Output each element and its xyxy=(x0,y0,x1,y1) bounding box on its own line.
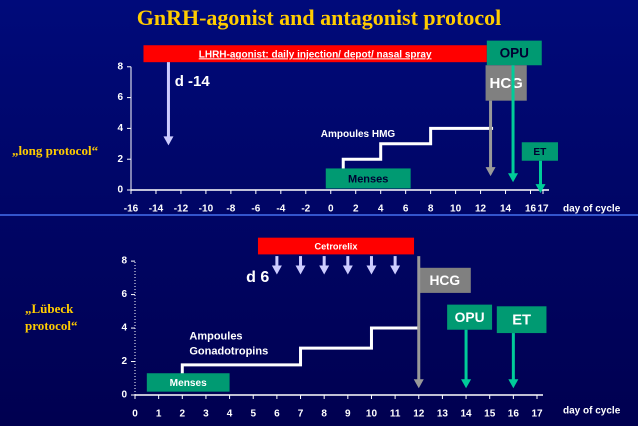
x-tick-label: 6 xyxy=(403,204,409,215)
dose-line xyxy=(341,126,494,170)
x-tick-label: 0 xyxy=(132,409,138,420)
x-tick-label: 5 xyxy=(250,409,256,420)
annotation: Ampoules xyxy=(189,330,242,342)
box xyxy=(485,65,527,101)
arrow-head xyxy=(508,173,519,183)
x-tick-label: 16 xyxy=(525,204,537,215)
x-tick-label: 6 xyxy=(274,409,280,420)
x-tick-label: 10 xyxy=(366,409,378,420)
box-label: ET xyxy=(512,313,531,329)
x-tick-label: 1 xyxy=(156,409,162,420)
arrow-head xyxy=(366,265,377,275)
y-tick-label: 4 xyxy=(121,323,127,334)
annotation: Gonadotropins xyxy=(189,345,268,357)
y-tick-label: 4 xyxy=(117,123,123,134)
arrow-head xyxy=(271,265,282,275)
box xyxy=(486,40,542,66)
arrow-head xyxy=(508,379,519,389)
box xyxy=(146,373,230,392)
x-tick-label: 0 xyxy=(328,204,334,215)
x-tick-label: -12 xyxy=(174,204,189,215)
x-tick-label: 9 xyxy=(345,409,351,420)
x-tick-label: 12 xyxy=(413,409,425,420)
box-label: LHRH-agonist: daily injection/ depot/ na… xyxy=(199,49,432,60)
arrow-head xyxy=(413,379,424,389)
x-tick-label: 2 xyxy=(353,204,359,215)
x-tick-label: -4 xyxy=(276,204,285,215)
x-tick-label: 8 xyxy=(321,409,327,420)
y-tick-label: 6 xyxy=(117,92,123,103)
protocol-label: „long protocol“ xyxy=(12,143,99,158)
arrow-head xyxy=(535,184,546,194)
x-axis-label: day of cycle xyxy=(563,204,621,215)
x-tick-label: 8 xyxy=(428,204,434,215)
x-tick-label: -16 xyxy=(124,204,139,215)
x-tick-label: 7 xyxy=(298,409,304,420)
box xyxy=(447,304,493,330)
box-label: ET xyxy=(533,147,547,158)
x-tick-label: 10 xyxy=(450,204,462,215)
arrow-head xyxy=(342,265,353,275)
y-tick-label: 8 xyxy=(117,61,123,72)
x-tick-label: 4 xyxy=(378,204,384,215)
arrow-head xyxy=(319,265,330,275)
box-label: OPU xyxy=(500,46,529,61)
annotation: Ampoules HMG xyxy=(321,129,396,140)
box xyxy=(143,45,487,63)
arrow-head xyxy=(390,265,401,275)
x-tick-label: -14 xyxy=(149,204,164,215)
x-tick-label: 12 xyxy=(475,204,487,215)
box-label: OPU xyxy=(455,310,485,325)
box-label: HCG xyxy=(489,75,522,92)
box xyxy=(257,237,415,255)
slide-title: GnRH-agonist and antagonist protocol xyxy=(137,5,501,30)
x-tick-label: -2 xyxy=(301,204,310,215)
x-tick-label: 13 xyxy=(437,409,449,420)
x-tick-label: -6 xyxy=(251,204,260,215)
protocol-label: „Lübeck xyxy=(25,301,74,316)
x-axis-label: day of cycle xyxy=(563,406,621,417)
box xyxy=(521,142,558,161)
annotation: d -14 xyxy=(175,73,211,90)
x-tick-label: 2 xyxy=(180,409,186,420)
arrow-head xyxy=(163,136,174,146)
protocol-label: protocol“ xyxy=(25,318,78,333)
arrow-head xyxy=(485,167,496,177)
x-tick-label: -10 xyxy=(199,204,214,215)
box xyxy=(496,306,547,334)
x-tick-label: -8 xyxy=(226,204,235,215)
x-tick-label: 14 xyxy=(500,204,512,215)
x-tick-label: 17 xyxy=(531,409,543,420)
annotation: d 6 xyxy=(246,269,269,286)
box-label: HCG xyxy=(429,273,460,288)
box xyxy=(325,168,411,189)
x-tick-label: 4 xyxy=(227,409,233,420)
x-tick-label: 15 xyxy=(484,409,496,420)
x-tick-label: 3 xyxy=(203,409,209,420)
y-tick-label: 6 xyxy=(121,289,127,300)
y-tick-label: 2 xyxy=(117,154,123,165)
x-tick-label: 17 xyxy=(537,204,549,215)
dose-line xyxy=(180,326,419,375)
box-label: Cetrorelix xyxy=(315,241,359,251)
box-label: Menses xyxy=(170,378,207,389)
y-tick-label: 2 xyxy=(121,356,127,367)
x-tick-label: 16 xyxy=(508,409,520,420)
y-tick-label: 0 xyxy=(121,390,127,401)
x-tick-label: 11 xyxy=(390,409,401,420)
y-tick-label: 8 xyxy=(121,256,127,267)
x-tick-label: 14 xyxy=(460,409,472,420)
arrow-head xyxy=(461,379,472,389)
box xyxy=(418,267,471,293)
y-tick-label: 0 xyxy=(117,185,123,196)
box-label: Menses xyxy=(348,173,388,185)
arrow-head xyxy=(295,265,306,275)
